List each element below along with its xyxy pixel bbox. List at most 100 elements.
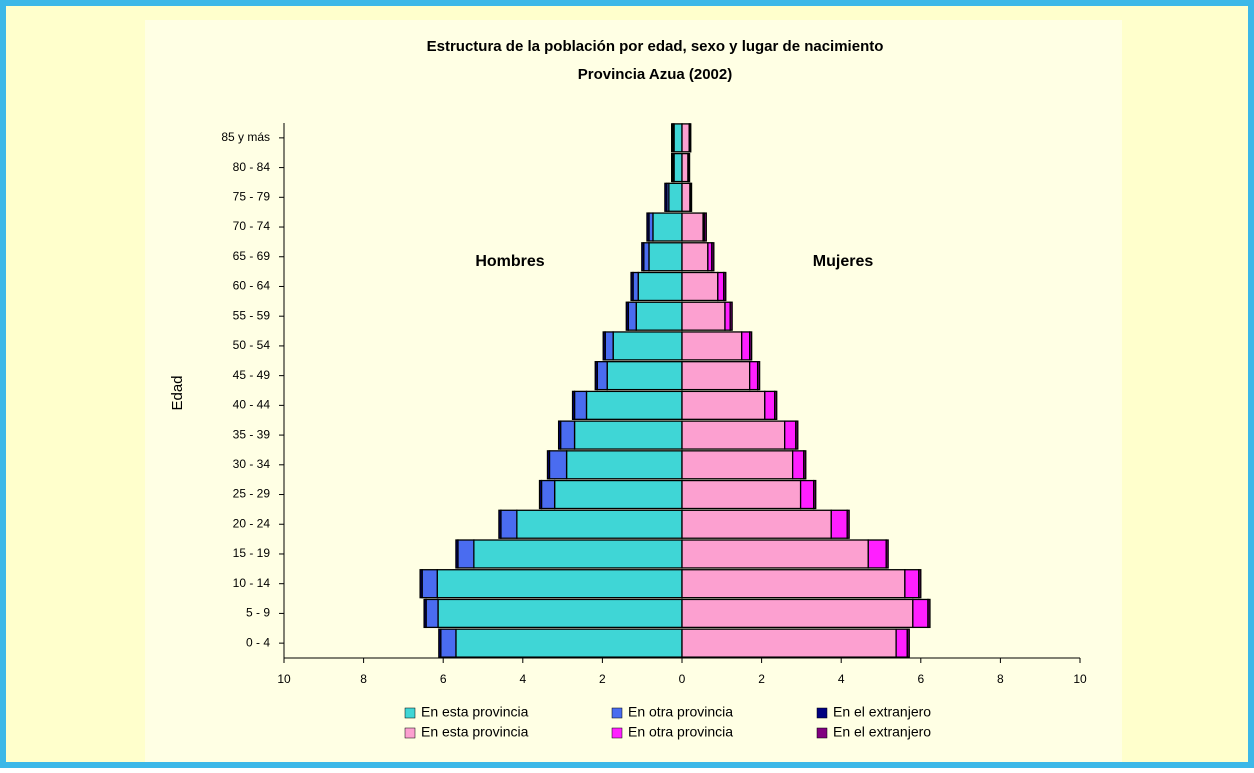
bar [646,212,650,242]
bar [602,331,606,361]
y-tick-label: 40 - 44 [233,398,271,412]
legend-swatch [611,727,623,739]
x-tick-label: 8 [360,672,367,686]
y-tick-label: 0 - 4 [246,635,270,649]
legend-label: En otra provincia [628,724,733,740]
bar [774,390,778,420]
bar [516,509,683,539]
chart-title: Estructura de la población por edad, sex… [427,38,884,55]
y-tick-label: 25 - 29 [233,487,271,501]
bar [671,123,674,153]
bar [799,479,815,510]
bar [906,628,910,658]
x-tick-label: 10 [1073,672,1087,686]
legend-swatch [404,707,416,719]
bar [749,361,759,391]
legend-label: En el extranjero [833,704,931,720]
bar [681,301,726,331]
bar [681,271,719,302]
x-tick-label: 6 [440,672,447,686]
legend-label: En esta provincia [421,704,529,720]
bar [500,509,518,539]
bar [681,182,691,212]
bar [846,509,850,539]
y-tick-label: 50 - 54 [233,338,271,352]
bar [756,361,761,391]
legend-label: En esta provincia [421,724,529,740]
bar [795,420,799,450]
bar [673,152,683,183]
bar [612,331,683,361]
bar [681,420,786,450]
bar [637,271,683,302]
bar [927,598,931,629]
bar [652,212,683,242]
bar [557,420,562,450]
bar [689,123,692,153]
x-tick-label: 8 [997,672,1004,686]
y-tick-label: 15 - 19 [233,546,271,560]
y-axis-label: Edad [169,375,186,410]
bar [573,390,588,420]
bar [681,331,743,361]
bar [643,242,650,272]
bar [632,271,639,302]
bar [664,182,668,212]
bar [681,361,751,391]
bar [681,569,906,599]
bar [803,450,807,480]
bar [455,628,683,658]
bar [717,271,725,302]
bar [681,628,897,658]
bar [540,479,556,510]
bar [724,301,731,331]
bar [625,301,629,331]
bar [904,569,920,599]
bar [627,301,637,331]
bar [895,628,908,658]
x-tick-label: 2 [758,672,765,686]
bar [749,331,753,361]
y-tick-label: 65 - 69 [233,249,271,263]
bar [498,509,502,539]
bar [421,569,438,599]
y-tick-label: 60 - 64 [233,279,271,293]
chart-subtitle: Provincia Azua (2002) [578,66,733,83]
bar [635,301,683,331]
bar [630,271,634,302]
bar [681,509,832,539]
bar [681,479,802,510]
bar [436,569,683,599]
bar [681,242,709,272]
bar [571,390,576,420]
bar [723,271,727,302]
bar [830,509,848,539]
y-tick-label: 75 - 79 [233,189,271,203]
bar [681,598,914,629]
bar [641,242,645,272]
bar [546,450,551,480]
x-tick-label: 0 [679,672,686,686]
y-tick-label: 20 - 24 [233,516,271,530]
bar [668,182,683,212]
y-tick-label: 10 - 14 [233,576,271,590]
bar [559,420,576,450]
bar [681,450,794,480]
y-tick-label: 30 - 34 [233,457,271,471]
bar [438,628,442,658]
bar [791,450,805,480]
bar [440,628,457,658]
bar [688,152,691,183]
y-tick-label: 45 - 49 [233,368,271,382]
bar [553,479,683,510]
legend-label: En el extranjero [833,724,931,740]
x-tick-label: 4 [519,672,526,686]
bar [594,361,598,391]
bar [912,598,929,629]
bar [813,479,817,510]
bar [455,539,459,569]
bar [671,152,674,183]
bar [681,123,690,153]
bar [565,450,683,480]
bar [690,182,693,212]
